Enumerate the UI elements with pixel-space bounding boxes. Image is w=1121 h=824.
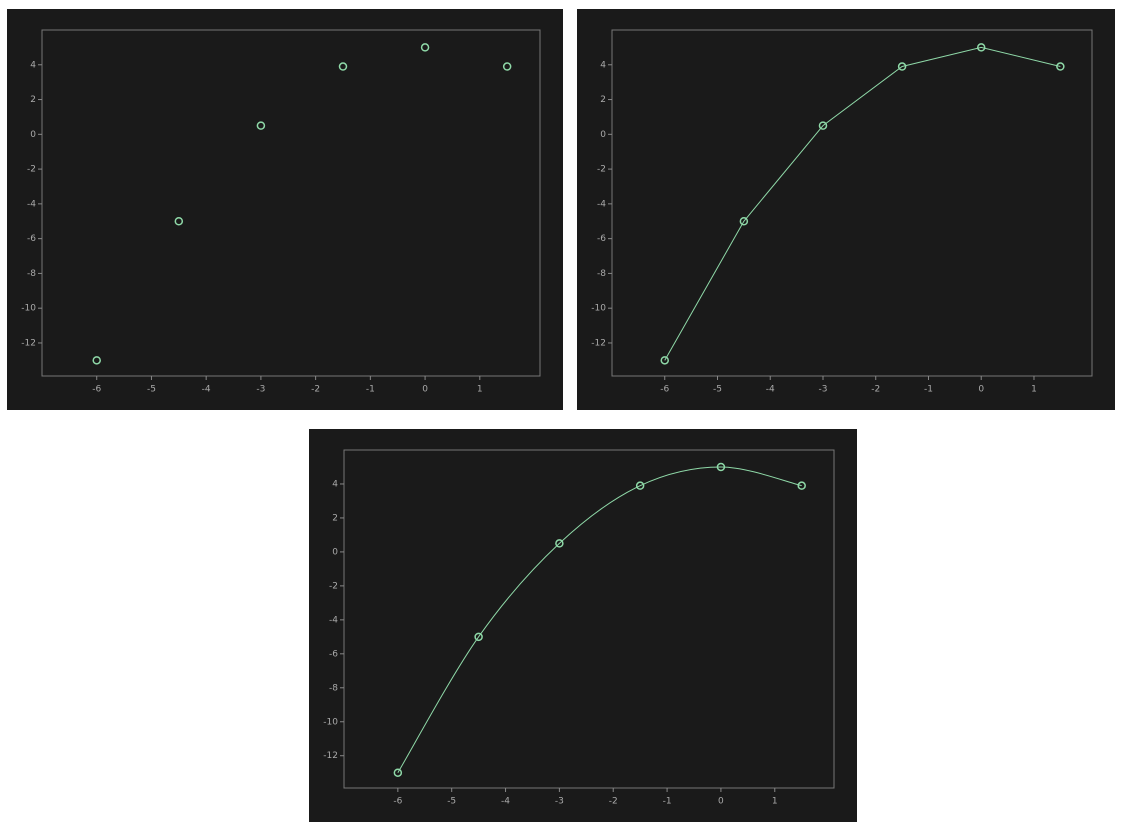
marker: [555, 539, 564, 548]
x-tick-label: -2: [311, 385, 320, 395]
y-tick-label: 0: [332, 547, 338, 557]
marker: [1056, 62, 1065, 71]
y-tick-label: -12: [323, 751, 338, 761]
marker: [92, 356, 101, 365]
marker: [393, 768, 403, 777]
y-tick-label: 4: [600, 60, 606, 70]
x-tick-label: -3: [555, 797, 564, 807]
y-tick-label: -6: [597, 234, 606, 244]
marker: [660, 356, 669, 365]
x-tick-label: -1: [924, 385, 933, 395]
x-tick-label: -1: [663, 797, 672, 807]
marker: [174, 217, 184, 226]
x-tick-label: -2: [609, 797, 618, 807]
y-tick-label: -4: [329, 615, 338, 625]
marker: [338, 62, 348, 71]
marker: [502, 62, 512, 71]
x-tick-label: -4: [202, 385, 211, 395]
marker: [818, 121, 828, 130]
y-tick-label: 2: [30, 95, 36, 105]
marker: [635, 481, 645, 490]
marker: [797, 481, 806, 490]
x-tick-label: -3: [818, 385, 827, 395]
y-tick-label: -4: [27, 199, 36, 209]
x-tick-label: -4: [766, 385, 775, 395]
y-tick-label: 4: [332, 479, 338, 489]
y-tick-label: -2: [329, 581, 338, 591]
plot-frame: [343, 449, 835, 789]
y-tick-label: -2: [597, 165, 606, 175]
y-tick-label: 0: [600, 130, 606, 140]
x-tick-label: -5: [147, 385, 156, 395]
y-tick-label: -8: [329, 683, 338, 693]
x-tick-label: -6: [92, 385, 101, 395]
line: [664, 46, 1061, 361]
x-tick-label: -5: [713, 385, 722, 395]
y-tick-label: -12: [21, 338, 36, 348]
y-tick-label: 2: [332, 513, 338, 523]
x-tick-label: 1: [477, 385, 483, 395]
plot-frame: [41, 29, 541, 377]
plot-frame: [611, 29, 1093, 377]
y-tick-label: -8: [597, 269, 606, 279]
y-tick-label: -8: [27, 269, 36, 279]
line: [397, 466, 802, 773]
marker: [897, 62, 907, 71]
y-tick-label: 0: [30, 130, 36, 140]
marker: [976, 43, 986, 52]
x-tick-label: -6: [660, 385, 669, 395]
y-tick-label: 2: [600, 95, 606, 105]
x-tick-label: -4: [501, 797, 510, 807]
y-tick-label: -10: [591, 304, 606, 314]
x-tick-label: -2: [871, 385, 880, 395]
y-tick-label: 4: [30, 60, 36, 70]
x-tick-label: 0: [422, 385, 428, 395]
y-tick-label: -10: [21, 304, 36, 314]
y-tick-label: -10: [323, 717, 338, 727]
x-tick-label: -1: [366, 385, 375, 395]
y-tick-label: -6: [27, 234, 36, 244]
y-tick-label: -6: [329, 649, 338, 659]
marker: [420, 43, 430, 52]
marker: [474, 632, 483, 642]
x-tick-label: -5: [447, 797, 456, 807]
x-tick-label: 1: [1031, 385, 1037, 395]
marker: [256, 121, 266, 130]
x-tick-label: 0: [718, 797, 724, 807]
y-tick-label: -12: [591, 338, 606, 348]
marker: [716, 462, 726, 472]
x-tick-label: 1: [772, 797, 778, 807]
x-tick-label: -3: [256, 385, 265, 395]
x-tick-label: 0: [978, 385, 984, 395]
y-tick-label: -2: [27, 165, 36, 175]
x-tick-label: -6: [393, 797, 402, 807]
marker: [739, 217, 749, 226]
y-tick-label: -4: [597, 199, 606, 209]
